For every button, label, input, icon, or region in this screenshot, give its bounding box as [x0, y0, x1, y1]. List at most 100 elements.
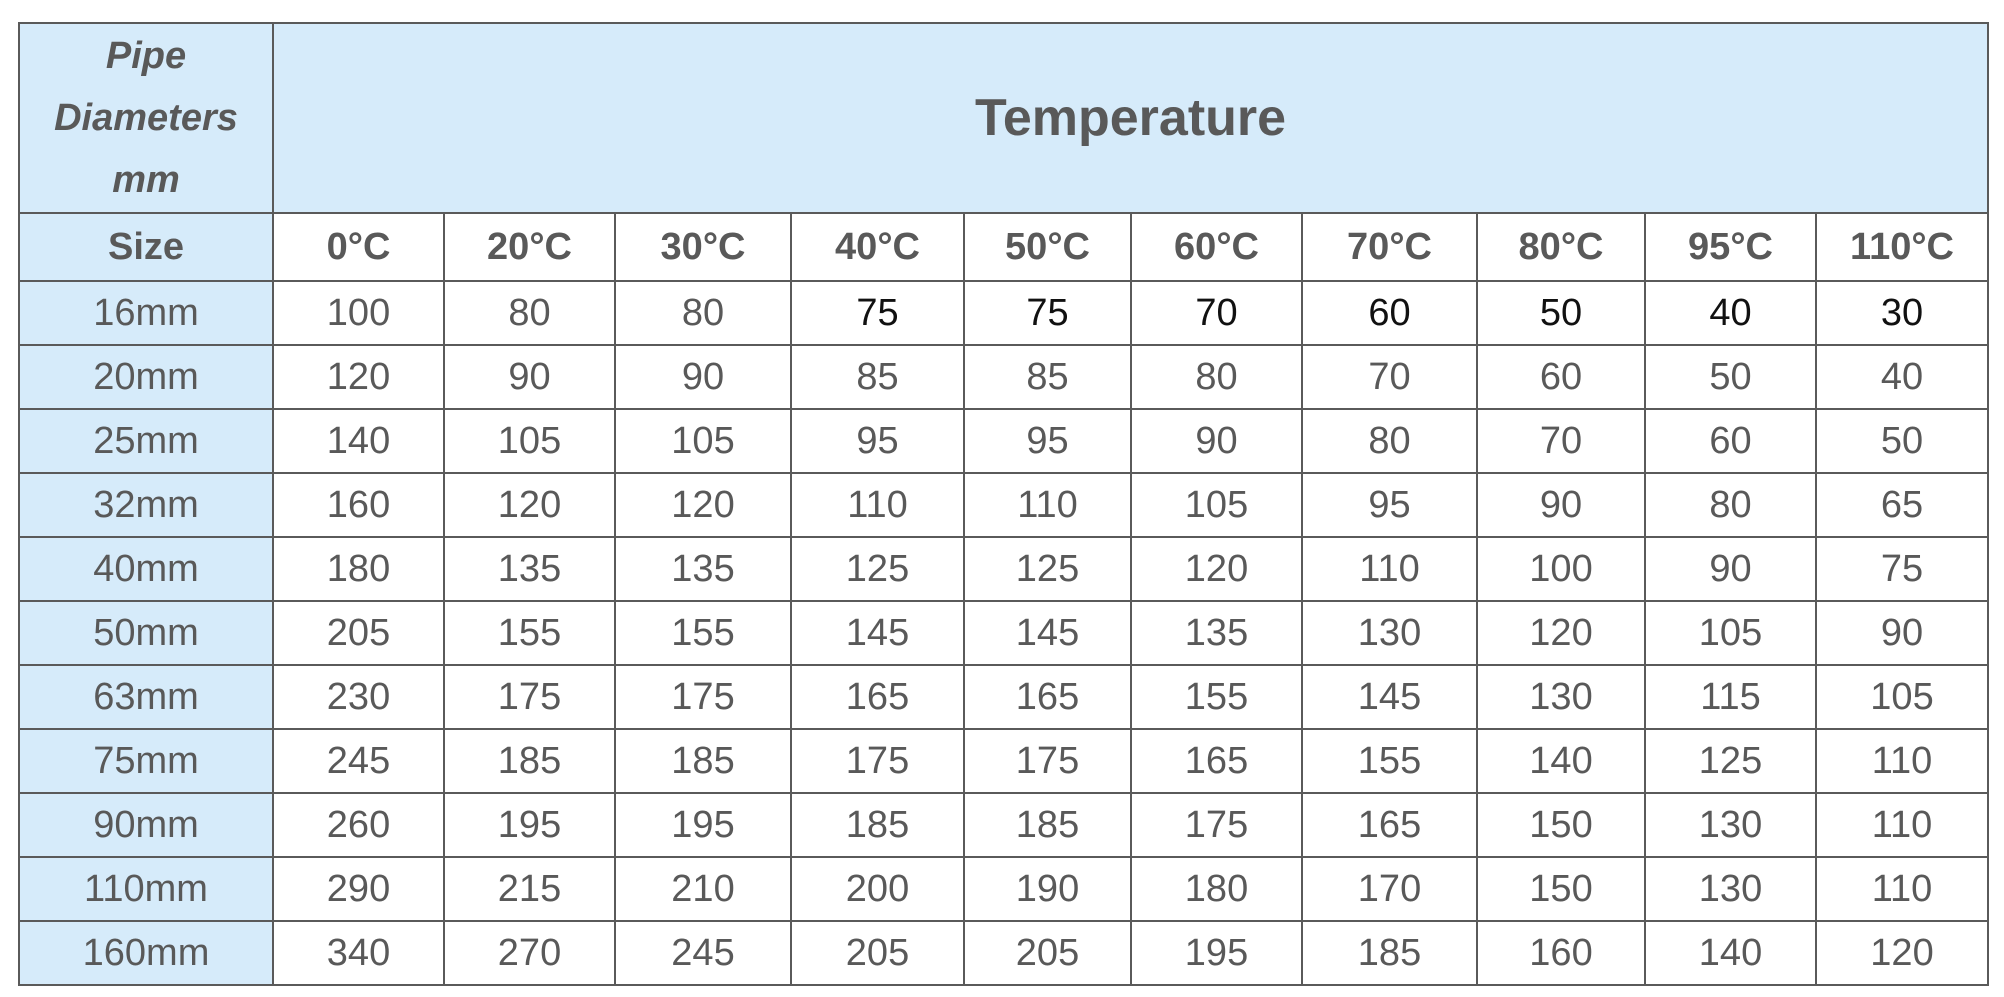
value-cell: 185	[963, 792, 1132, 858]
value-cell: 185	[1301, 920, 1478, 986]
size-cell: 110mm	[18, 856, 274, 922]
value-cell: 165	[1301, 792, 1478, 858]
value-cell: 205	[790, 920, 965, 986]
value-cell: 175	[790, 728, 965, 794]
value-cell: 185	[443, 728, 616, 794]
value-cell: 230	[272, 664, 445, 730]
column-header: 0°C	[272, 212, 445, 282]
value-cell: 165	[1130, 728, 1303, 794]
value-cell: 90	[1130, 408, 1303, 474]
value-cell: 195	[1130, 920, 1303, 986]
value-cell: 185	[790, 792, 965, 858]
value-cell: 70	[1130, 280, 1303, 346]
data-row: 16mm 100 80 80 75 75 70 60 50 40 30	[18, 280, 1990, 346]
value-cell: 125	[1644, 728, 1817, 794]
column-header: 110°C	[1814, 212, 1990, 282]
value-cell: 60	[1644, 408, 1817, 474]
value-cell: 100	[272, 280, 445, 346]
value-cell: 130	[1644, 792, 1817, 858]
value-cell: 120	[443, 472, 616, 538]
value-cell: 155	[443, 600, 616, 666]
value-cell: 135	[614, 536, 792, 602]
size-cell: 20mm	[18, 344, 274, 410]
value-cell: 70	[1476, 408, 1646, 474]
value-cell: 40	[1814, 344, 1990, 410]
value-cell: 40	[1644, 280, 1817, 346]
value-cell: 150	[1476, 856, 1646, 922]
data-row: 90mm 260 195 195 185 185 175 165 150 130 110	[18, 792, 1990, 858]
value-cell: 155	[1130, 664, 1303, 730]
value-cell: 90	[614, 344, 792, 410]
size-cell: 75mm	[18, 728, 274, 794]
value-cell: 100	[1476, 536, 1646, 602]
value-cell: 135	[443, 536, 616, 602]
value-cell: 85	[790, 344, 965, 410]
pipe-table: Pipe Diameters mm Temperature Size 0°C 20°C 3…	[18, 22, 1990, 986]
value-cell: 30	[1814, 280, 1990, 346]
value-cell: 140	[1644, 920, 1817, 986]
size-cell: 16mm	[18, 280, 274, 346]
size-cell: 40mm	[18, 536, 274, 602]
value-cell: 185	[614, 728, 792, 794]
value-cell: 80	[1644, 472, 1817, 538]
value-cell: 105	[443, 408, 616, 474]
value-cell: 80	[1301, 408, 1478, 474]
value-cell: 190	[963, 856, 1132, 922]
column-header: 80°C	[1476, 212, 1646, 282]
value-cell: 165	[963, 664, 1132, 730]
value-cell: 110	[1301, 536, 1478, 602]
value-cell: 180	[1130, 856, 1303, 922]
value-cell: 90	[1644, 536, 1817, 602]
corner-cell: Pipe Diameters mm	[18, 22, 274, 214]
value-cell: 180	[272, 536, 445, 602]
value-cell: 110	[963, 472, 1132, 538]
value-cell: 50	[1644, 344, 1817, 410]
value-cell: 60	[1301, 280, 1478, 346]
value-cell: 340	[272, 920, 445, 986]
value-cell: 195	[614, 792, 792, 858]
size-cell: 63mm	[18, 664, 274, 730]
value-cell: 115	[1644, 664, 1817, 730]
value-cell: 155	[614, 600, 792, 666]
value-cell: 110	[1814, 792, 1990, 858]
value-cell: 210	[614, 856, 792, 922]
value-cell: 175	[963, 728, 1132, 794]
value-cell: 120	[614, 472, 792, 538]
value-cell: 65	[1814, 472, 1990, 538]
value-cell: 125	[963, 536, 1132, 602]
value-cell: 270	[443, 920, 616, 986]
column-header: 50°C	[963, 212, 1132, 282]
column-header: 30°C	[614, 212, 792, 282]
value-cell: 105	[614, 408, 792, 474]
size-cell: 25mm	[18, 408, 274, 474]
size-cell: 32mm	[18, 472, 274, 538]
value-cell: 95	[790, 408, 965, 474]
value-cell: 175	[443, 664, 616, 730]
data-row: 50mm 205 155 155 145 145 135 130 120 105 90	[18, 600, 1990, 666]
value-cell: 105	[1130, 472, 1303, 538]
value-cell: 145	[1301, 664, 1478, 730]
value-cell: 95	[963, 408, 1132, 474]
value-cell: 105	[1814, 664, 1990, 730]
table-body: Pipe Diameters mm Temperature Size 0°C 20°C 3…	[18, 22, 1990, 986]
title-row: Pipe Diameters mm Temperature	[18, 22, 1990, 214]
value-cell: 70	[1301, 344, 1478, 410]
data-row: 110mm 290 215 210 200 190 180 170 150 130 110	[18, 856, 1990, 922]
value-cell: 90	[1476, 472, 1646, 538]
value-cell: 160	[272, 472, 445, 538]
size-cell: 50mm	[18, 600, 274, 666]
value-cell: 290	[272, 856, 445, 922]
column-header: 60°C	[1130, 212, 1303, 282]
value-cell: 90	[443, 344, 616, 410]
value-cell: 145	[790, 600, 965, 666]
value-cell: 130	[1644, 856, 1817, 922]
size-cell: 90mm	[18, 792, 274, 858]
value-cell: 125	[790, 536, 965, 602]
value-cell: 120	[272, 344, 445, 410]
value-cell: 80	[614, 280, 792, 346]
value-cell: 105	[1644, 600, 1817, 666]
value-cell: 145	[963, 600, 1132, 666]
data-row: 40mm 180 135 135 125 125 120 110 100 90 75	[18, 536, 1990, 602]
value-cell: 80	[443, 280, 616, 346]
